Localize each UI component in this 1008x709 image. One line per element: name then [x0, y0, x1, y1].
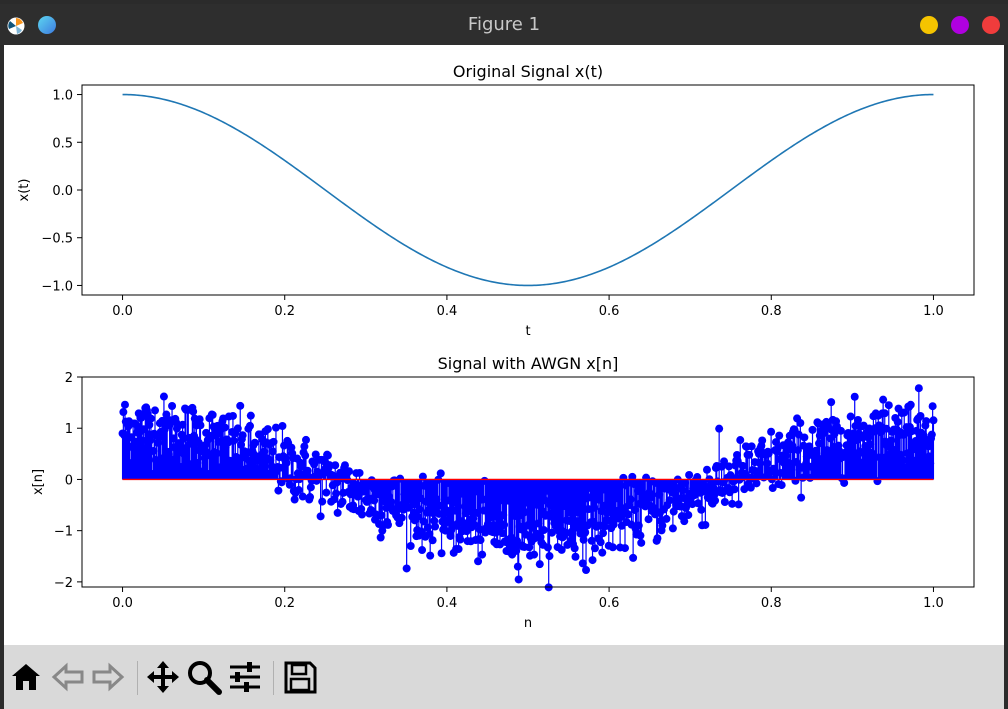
y-tick-label: 2	[65, 371, 73, 386]
x-tick-label: 0.4	[437, 596, 458, 611]
configure-subplots-icon[interactable]	[227, 659, 263, 695]
y-tick-label: −1	[54, 525, 73, 540]
y-axis-label-2: x[n]	[31, 469, 46, 495]
y-tick-label: −2	[54, 576, 73, 591]
x-tick-label: 0.8	[761, 304, 782, 319]
x-tick-label: 0.6	[599, 304, 620, 319]
series-line	[122, 93, 934, 287]
save-icon[interactable]	[282, 659, 318, 695]
window-menu-button[interactable]	[38, 16, 56, 34]
x-tick-label: 0.8	[761, 596, 782, 611]
navigation-toolbar	[4, 645, 1004, 709]
x-axis-label-2: n	[524, 616, 532, 631]
x-tick-label: 1.0	[923, 596, 944, 611]
x-tick-label: 0.2	[274, 596, 295, 611]
forward-arrow-icon[interactable]	[90, 659, 126, 695]
y-axis-label-1: x(t)	[17, 179, 32, 202]
maximize-button[interactable]	[951, 16, 969, 34]
zoom-icon[interactable]	[186, 659, 222, 695]
minimize-button[interactable]	[920, 16, 938, 34]
title-bar: Figure 1	[0, 4, 1008, 45]
x-axis-label-1: t	[525, 324, 530, 339]
toolbar-separator	[137, 661, 138, 695]
y-tick-label: −0.5	[41, 232, 73, 247]
y-tick-label: 1	[65, 422, 73, 437]
plot-area-1	[122, 93, 934, 287]
y-tick-label: 0.5	[52, 136, 73, 151]
plots-svg: Original Signal x(t) 0.0 0.2 0.4 0.6 0.8 1.0 1.…	[17, 62, 975, 631]
toolbar-separator	[273, 661, 274, 695]
x-tick-label: 0.0	[112, 304, 133, 319]
axes-frame-1	[81, 84, 975, 296]
y-tick-label: 0.0	[52, 184, 73, 199]
y-tick-label: 0	[65, 473, 73, 488]
window-title: Figure 1	[467, 14, 541, 35]
x-tick-label: 0.6	[599, 596, 620, 611]
x-tick-label: 0.2	[274, 304, 295, 319]
stem-markers	[118, 384, 938, 592]
home-icon[interactable]	[8, 659, 44, 695]
close-button[interactable]	[982, 16, 1000, 34]
app-icon	[7, 17, 25, 35]
y-tick-label: 1.0	[52, 89, 73, 104]
x-tick-label: 0.4	[437, 304, 458, 319]
back-arrow-icon[interactable]	[50, 659, 86, 695]
pan-icon[interactable]	[145, 659, 181, 695]
plot-area-2	[118, 384, 938, 592]
figure-canvas[interactable]: Original Signal x(t) 0.0 0.2 0.4 0.6 0.8 1.0 1.…	[4, 45, 1004, 645]
y-tick-label: −1.0	[41, 279, 73, 294]
x-tick-label: 0.0	[112, 596, 133, 611]
chart-title-2: Signal with AWGN x[n]	[438, 354, 619, 373]
chart-title-1: Original Signal x(t)	[453, 62, 603, 81]
axes-frame-2	[81, 376, 975, 588]
x-tick-label: 1.0	[923, 304, 944, 319]
